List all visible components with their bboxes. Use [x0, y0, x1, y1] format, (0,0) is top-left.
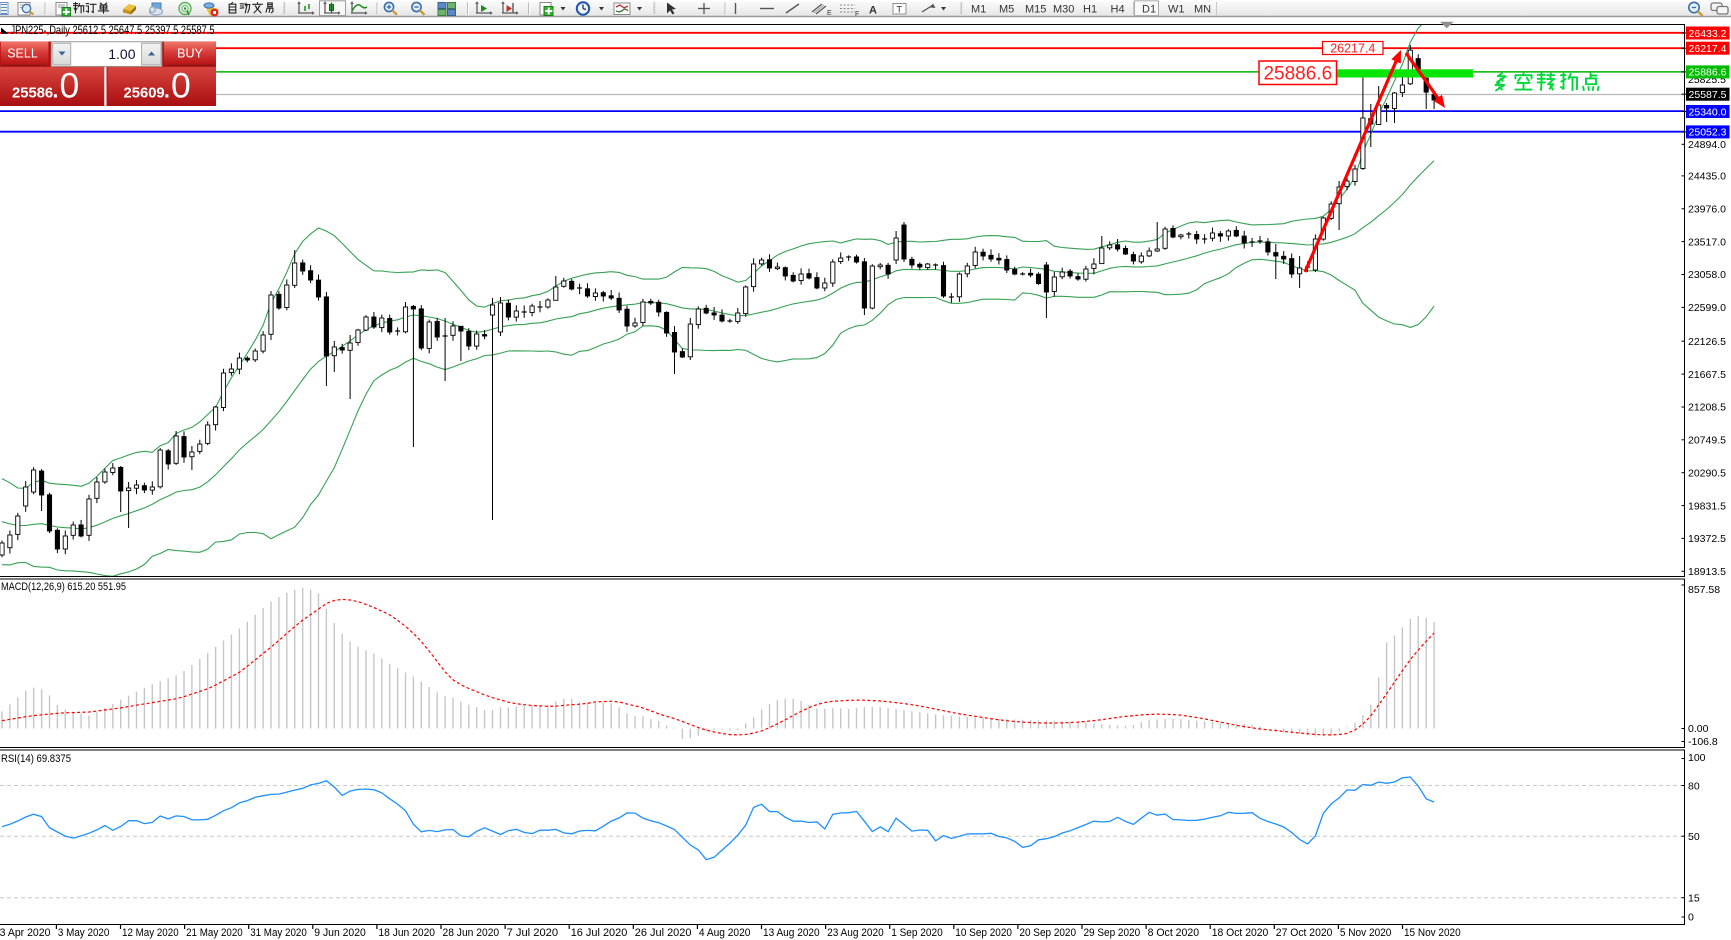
svg-text:100: 100 — [1688, 752, 1706, 764]
svg-text:D1: D1 — [1142, 4, 1156, 16]
svg-text:80: 80 — [1688, 781, 1700, 793]
svg-text:4 Aug 2020: 4 Aug 2020 — [699, 927, 751, 939]
svg-text:0: 0 — [60, 66, 80, 106]
svg-text:1 Sep 2020: 1 Sep 2020 — [891, 927, 943, 939]
svg-text:T: T — [897, 5, 903, 15]
svg-text:25609: 25609 — [124, 86, 165, 102]
svg-text:RSI(14) 69.8375: RSI(14) 69.8375 — [1, 753, 71, 765]
svg-text:F: F — [855, 11, 859, 18]
svg-text:25340.0: 25340.0 — [1689, 106, 1727, 118]
svg-text:29 Sep 2020: 29 Sep 2020 — [1084, 927, 1141, 939]
svg-text:23 Apr 2020: 23 Apr 2020 — [0, 927, 50, 939]
svg-text:24894.0: 24894.0 — [1688, 139, 1726, 151]
svg-text:JPN225-,Daily 25612.5 25647.5: JPN225-,Daily 25612.5 25647.5 25397.5 25… — [11, 23, 215, 37]
svg-text:8 Oct 2020: 8 Oct 2020 — [1148, 927, 1200, 939]
svg-text:26217.4: 26217.4 — [1689, 43, 1727, 55]
svg-text:W1: W1 — [1168, 4, 1185, 16]
svg-text:25587.5: 25587.5 — [1689, 89, 1727, 101]
svg-text:E: E — [827, 10, 832, 17]
svg-text:22126.5: 22126.5 — [1688, 336, 1726, 348]
svg-text:15: 15 — [1688, 893, 1700, 905]
svg-text:50: 50 — [1688, 831, 1700, 843]
svg-text:A: A — [869, 5, 877, 17]
svg-text:0: 0 — [1688, 912, 1694, 924]
svg-text:26433.2: 26433.2 — [1689, 28, 1727, 40]
svg-text:21208.5: 21208.5 — [1688, 402, 1726, 414]
svg-text:23976.0: 23976.0 — [1688, 204, 1726, 216]
svg-text:22599.0: 22599.0 — [1688, 302, 1726, 314]
svg-text:15 Nov 2020: 15 Nov 2020 — [1404, 927, 1461, 939]
svg-text:18913.5: 18913.5 — [1688, 566, 1726, 578]
svg-text:16 Jul 2020: 16 Jul 2020 — [571, 927, 628, 939]
svg-text:MACD(12,26,9) 615.20 551.95: MACD(12,26,9) 615.20 551.95 — [1, 581, 126, 593]
svg-text:M5: M5 — [999, 4, 1014, 16]
svg-text:18 Jun 2020: 18 Jun 2020 — [378, 927, 435, 939]
svg-text:857.58: 857.58 — [1688, 584, 1720, 596]
svg-text:SELL: SELL — [7, 47, 38, 61]
svg-text:H1: H1 — [1083, 4, 1097, 16]
svg-text:25886.6: 25886.6 — [1263, 64, 1332, 85]
svg-text:MN: MN — [1194, 4, 1211, 16]
svg-text:-106.8: -106.8 — [1688, 736, 1718, 748]
svg-text:H4: H4 — [1111, 4, 1125, 16]
svg-text:BUY: BUY — [177, 47, 203, 61]
svg-text:23 Aug 2020: 23 Aug 2020 — [827, 927, 884, 939]
svg-text:.: . — [53, 80, 59, 103]
svg-text:25886.6: 25886.6 — [1689, 67, 1727, 79]
svg-text:21 May 2020: 21 May 2020 — [186, 927, 243, 939]
svg-text:31 May 2020: 31 May 2020 — [250, 927, 307, 939]
svg-text:M15: M15 — [1025, 4, 1046, 16]
svg-text:12 May 2020: 12 May 2020 — [122, 927, 179, 939]
svg-text:20290.5: 20290.5 — [1688, 467, 1726, 479]
svg-text:27 Oct 2020: 27 Oct 2020 — [1276, 927, 1333, 939]
svg-text:26217.4: 26217.4 — [1330, 41, 1375, 55]
svg-text:13 Aug 2020: 13 Aug 2020 — [763, 927, 820, 939]
svg-text:1.00: 1.00 — [108, 46, 135, 62]
svg-text:M30: M30 — [1053, 4, 1074, 16]
svg-text:23058.0: 23058.0 — [1688, 269, 1726, 281]
svg-text:28 Jun 2020: 28 Jun 2020 — [443, 927, 500, 939]
svg-text:18 Oct 2020: 18 Oct 2020 — [1212, 927, 1269, 939]
svg-text:7 Jul 2020: 7 Jul 2020 — [507, 927, 559, 939]
svg-text:26 Jul 2020: 26 Jul 2020 — [635, 927, 692, 939]
svg-text:3 May 2020: 3 May 2020 — [58, 927, 110, 939]
svg-text:10 Sep 2020: 10 Sep 2020 — [955, 927, 1012, 939]
svg-text:21667.5: 21667.5 — [1688, 369, 1726, 381]
svg-text:9 Jun 2020: 9 Jun 2020 — [314, 927, 366, 939]
svg-text:19372.5: 19372.5 — [1688, 533, 1726, 545]
svg-text:5 Nov 2020: 5 Nov 2020 — [1340, 927, 1392, 939]
svg-text:0: 0 — [171, 66, 191, 106]
svg-text:25586: 25586 — [12, 86, 53, 102]
svg-text:25052.3: 25052.3 — [1689, 127, 1727, 139]
svg-text:19831.5: 19831.5 — [1688, 500, 1726, 512]
svg-text:M1: M1 — [971, 4, 986, 16]
svg-text:0.00: 0.00 — [1688, 723, 1709, 735]
svg-text:23517.0: 23517.0 — [1688, 236, 1726, 248]
svg-text:.: . — [164, 80, 170, 103]
svg-text:20749.5: 20749.5 — [1688, 435, 1726, 447]
svg-text:20 Sep 2020: 20 Sep 2020 — [1019, 927, 1076, 939]
svg-text:24435.0: 24435.0 — [1688, 171, 1726, 183]
